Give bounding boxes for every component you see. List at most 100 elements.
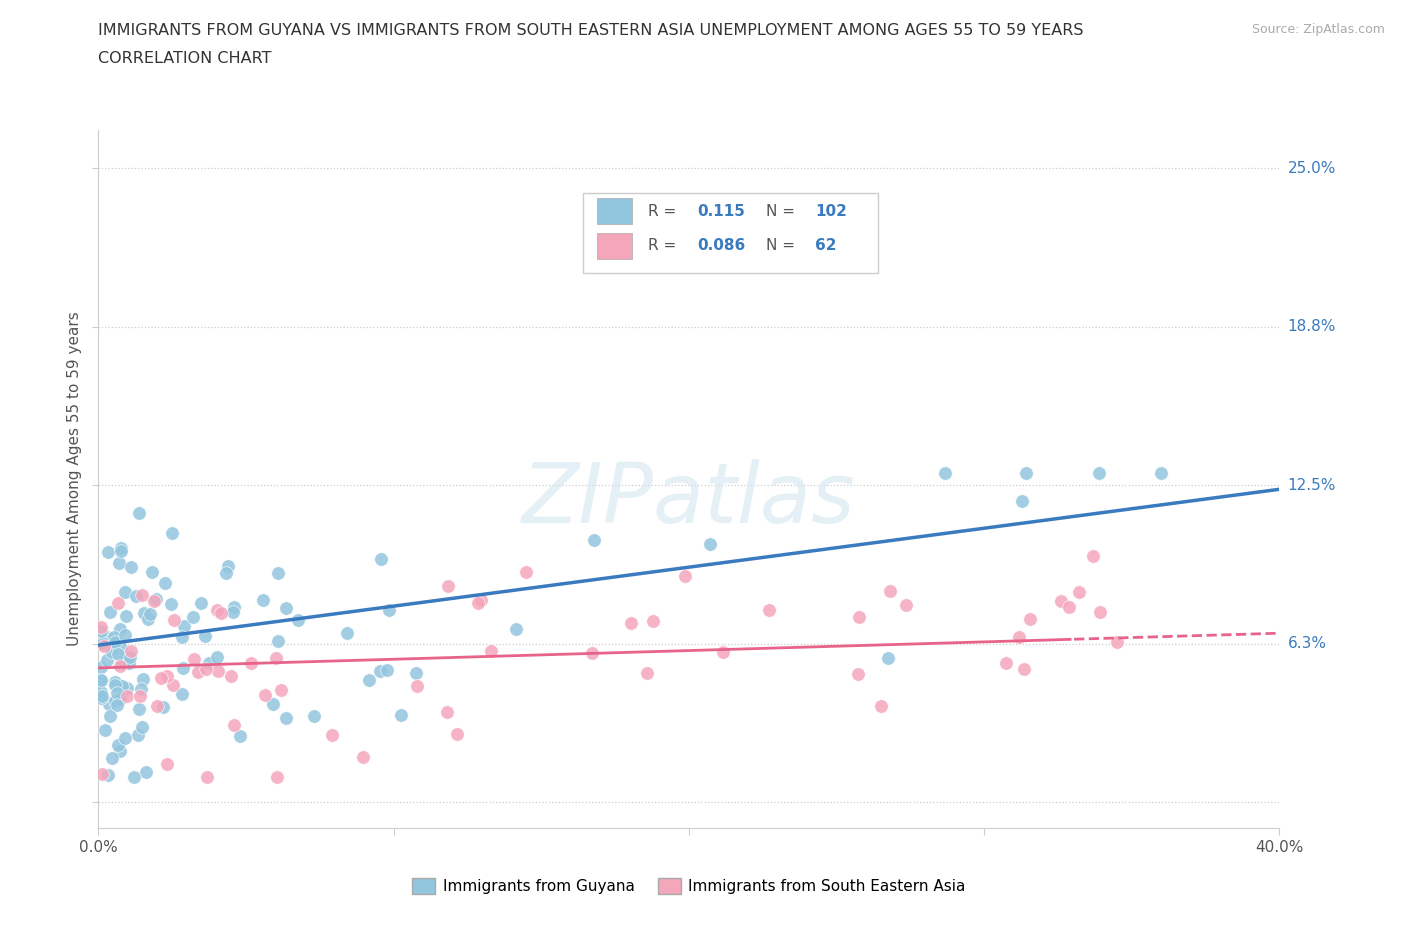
Point <box>181 610 204 625</box>
Point <box>122 769 145 784</box>
Point <box>132 671 155 686</box>
Point <box>145 591 167 606</box>
Text: 0.115: 0.115 <box>697 204 745 219</box>
Text: 6.3%: 6.3% <box>1288 636 1327 651</box>
Point <box>135 764 157 779</box>
Point <box>110 641 132 656</box>
Point <box>120 644 142 658</box>
Text: R =: R = <box>648 204 676 219</box>
Point <box>93 638 115 653</box>
Text: 18.8%: 18.8% <box>1288 319 1336 334</box>
Point <box>252 593 274 608</box>
Point <box>214 565 236 580</box>
Point <box>1150 465 1173 480</box>
Point <box>877 651 900 666</box>
Point <box>110 543 132 558</box>
Point <box>375 663 398 678</box>
Point <box>183 652 205 667</box>
Text: N =: N = <box>766 204 794 219</box>
Point <box>131 588 153 603</box>
Point <box>100 645 122 660</box>
Point <box>1011 494 1033 509</box>
Point <box>136 612 159 627</box>
Point <box>197 656 219 671</box>
Point <box>90 766 112 781</box>
Point <box>162 526 184 541</box>
Point <box>110 541 132 556</box>
Point <box>90 684 112 699</box>
Point <box>162 677 184 692</box>
Point <box>104 674 127 689</box>
Point <box>267 565 290 580</box>
Y-axis label: Unemployment Among Ages 55 to 59 years: Unemployment Among Ages 55 to 59 years <box>66 312 82 646</box>
Point <box>711 645 734 660</box>
FancyBboxPatch shape <box>582 193 877 273</box>
Point <box>108 658 131 673</box>
Point <box>222 604 245 619</box>
Point <box>207 664 229 679</box>
Point <box>270 683 292 698</box>
Point <box>321 727 343 742</box>
Point <box>120 560 142 575</box>
Point <box>156 669 179 684</box>
Text: 102: 102 <box>815 204 848 219</box>
Point <box>437 579 460 594</box>
Point <box>219 669 242 684</box>
Point <box>620 616 643 631</box>
Point <box>405 666 427 681</box>
Point <box>846 666 869 681</box>
Text: CORRELATION CHART: CORRELATION CHART <box>98 51 271 66</box>
Point <box>98 604 121 619</box>
Text: ZIPatlas: ZIPatlas <box>522 459 856 540</box>
Point <box>146 698 169 713</box>
Point <box>100 709 122 724</box>
Point <box>117 688 139 703</box>
Point <box>352 750 374 764</box>
Point <box>90 659 112 674</box>
Point <box>156 757 179 772</box>
Point <box>173 618 195 633</box>
Point <box>90 688 112 703</box>
Point <box>758 603 780 618</box>
Point <box>117 656 139 671</box>
Point <box>1050 593 1073 608</box>
Point <box>869 699 891 714</box>
Point <box>111 679 134 694</box>
Point <box>894 597 917 612</box>
Point <box>104 694 127 709</box>
Point <box>120 649 142 664</box>
Point <box>108 555 131 570</box>
Point <box>129 688 152 703</box>
Point <box>436 704 458 719</box>
Point <box>112 652 135 667</box>
Point <box>470 592 492 607</box>
Point <box>505 621 527 636</box>
Text: 25.0%: 25.0% <box>1288 161 1336 176</box>
Point <box>336 625 359 640</box>
Point <box>228 728 250 743</box>
Point <box>142 593 165 608</box>
Point <box>673 568 696 583</box>
Point <box>1018 611 1040 626</box>
Point <box>105 685 128 700</box>
Point <box>205 602 228 617</box>
Point <box>97 545 120 560</box>
Point <box>107 646 129 661</box>
Point <box>479 644 502 658</box>
Point <box>239 656 262 671</box>
Point <box>222 600 245 615</box>
Point <box>152 699 174 714</box>
Point <box>139 607 162 622</box>
Text: 62: 62 <box>815 238 837 254</box>
Point <box>115 680 138 695</box>
Point <box>93 635 115 650</box>
Point <box>370 551 392 566</box>
Point <box>274 711 297 725</box>
Point <box>699 537 721 551</box>
Point <box>114 628 136 643</box>
FancyBboxPatch shape <box>596 232 633 259</box>
Point <box>100 751 122 765</box>
Point <box>194 629 217 644</box>
Text: N =: N = <box>766 238 794 254</box>
Point <box>103 630 125 644</box>
